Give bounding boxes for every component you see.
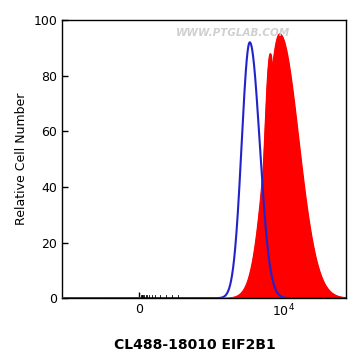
Text: WWW.PTGLAB.COM: WWW.PTGLAB.COM bbox=[175, 28, 290, 38]
Text: CL488-18010 EIF2B1: CL488-18010 EIF2B1 bbox=[114, 339, 276, 352]
Y-axis label: Relative Cell Number: Relative Cell Number bbox=[15, 93, 28, 225]
